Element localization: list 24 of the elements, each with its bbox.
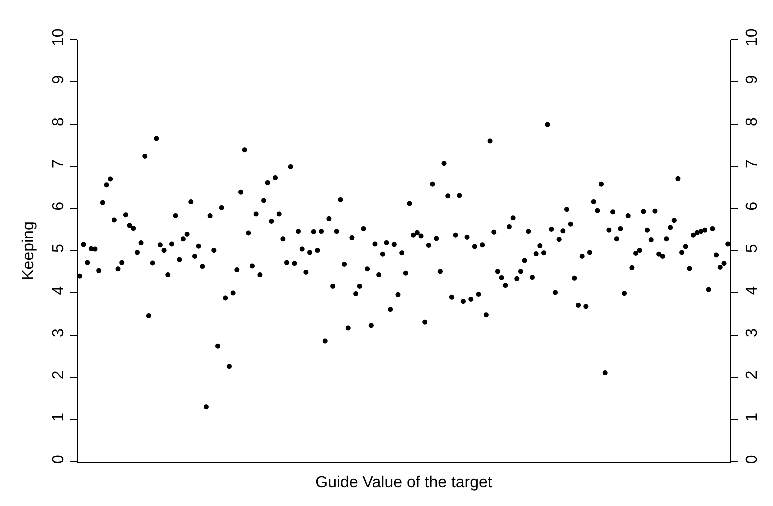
y2-tick-label: 9 [744, 75, 762, 84]
y-tick-label: 1 [50, 412, 68, 422]
y-tick-label: 8 [50, 117, 68, 126]
y2-tick-label: 0 [744, 455, 762, 464]
y2-tick-label: 8 [744, 117, 762, 126]
y2-tick-label: 4 [744, 286, 762, 296]
y2-tick-label: 10 [744, 28, 762, 46]
y-tick-label: 9 [50, 75, 68, 84]
y2-tick-label: 5 [744, 244, 762, 254]
y-tick-label: 6 [50, 202, 68, 211]
y-tick-label: 7 [50, 160, 68, 169]
y-tick-label: 5 [50, 244, 68, 254]
x-axis-title: Guide Value of the target [316, 474, 493, 492]
y2-tick-label: 1 [744, 412, 762, 422]
y-tick-label: 10 [50, 28, 68, 46]
y-tick-label: 4 [50, 286, 68, 296]
y2-tick-label: 3 [744, 328, 762, 338]
y-tick-label: 0 [50, 455, 68, 464]
y2-tick-label: 2 [744, 370, 762, 380]
y-axis-title: Keeping [20, 222, 38, 280]
y2-tick-label: 6 [744, 202, 762, 211]
y-tick-label: 3 [50, 328, 68, 338]
y2-tick-label: 7 [744, 160, 762, 169]
y-tick-label: 2 [50, 370, 68, 380]
